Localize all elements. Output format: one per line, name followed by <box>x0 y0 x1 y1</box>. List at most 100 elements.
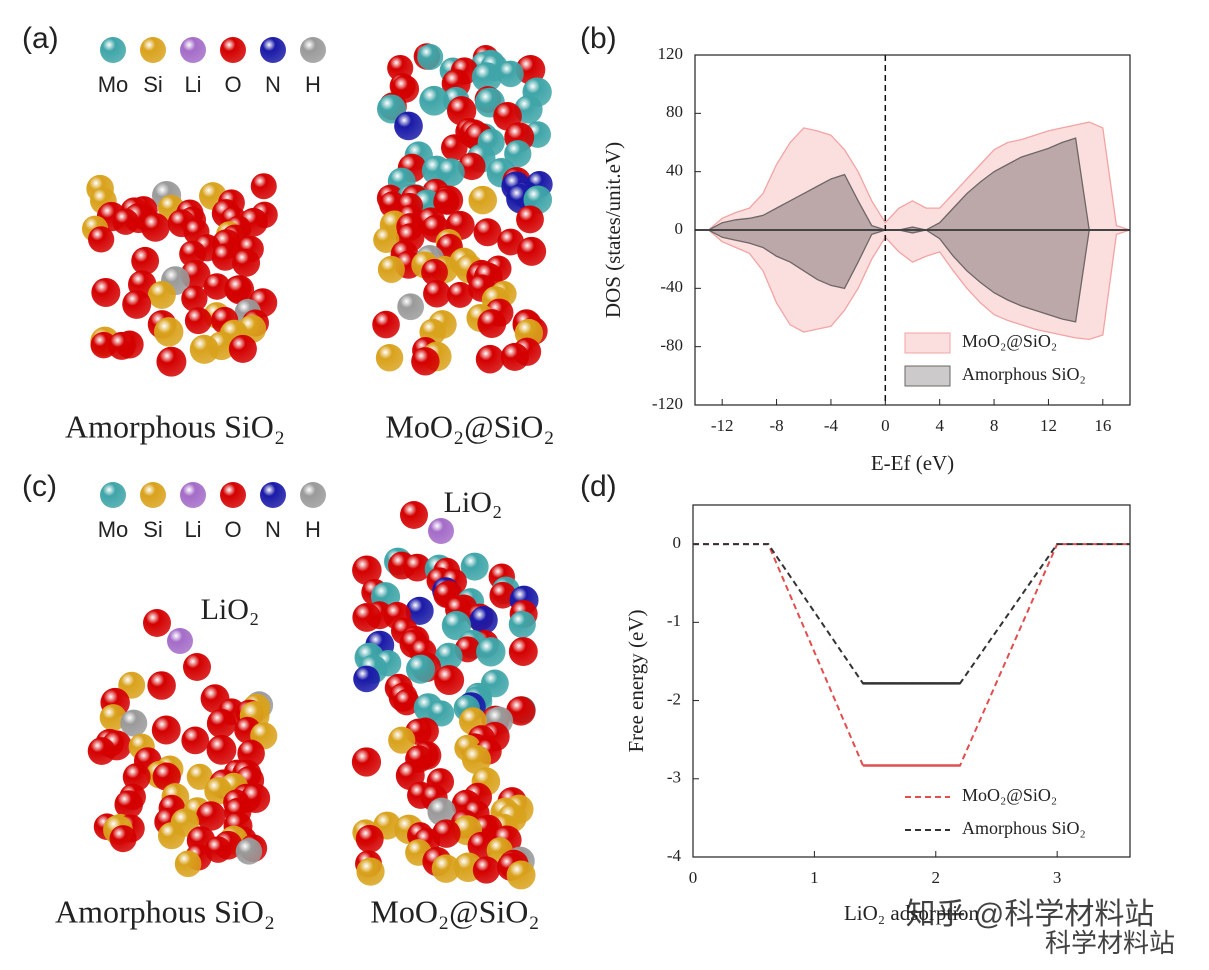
atom <box>373 226 400 253</box>
plot-frame <box>694 54 1131 406</box>
atom-legend-icon <box>140 37 166 63</box>
atom <box>419 85 449 116</box>
atom-legend-icon <box>260 482 286 508</box>
atom <box>506 696 536 726</box>
atom <box>428 518 454 544</box>
atom-legend-label: Li <box>184 517 201 542</box>
atom <box>131 246 160 275</box>
atom <box>203 273 231 300</box>
atom-legend-label: Mo <box>98 72 129 97</box>
atom <box>151 715 181 745</box>
atom <box>206 708 237 739</box>
atom <box>375 344 404 372</box>
x-tick-label: 8 <box>990 416 999 435</box>
atom <box>143 609 171 637</box>
energy-line <box>693 543 1130 685</box>
legend-label: MoO₂@SiO₂ <box>962 331 1057 351</box>
x-tick-label: 4 <box>935 416 944 435</box>
structure-label: Amorphous SiO₂ <box>65 408 285 444</box>
atom <box>156 346 187 377</box>
atom-legend-icon <box>140 482 166 508</box>
x-axis-label: LiO₂ adsorption <box>844 901 980 925</box>
atom <box>109 825 137 853</box>
atom <box>228 334 257 363</box>
panel-label: (c) <box>22 470 57 503</box>
x-tick-label: -8 <box>769 416 783 435</box>
atom <box>508 637 538 667</box>
atom <box>440 134 468 161</box>
atom-legend-label: Mo <box>98 517 129 542</box>
dos-area <box>695 229 1131 341</box>
atom-legend-label: N <box>265 72 281 97</box>
atom <box>181 285 208 312</box>
atom-legend-icon <box>300 37 326 63</box>
structure-label: MoO₂@SiO₂ <box>370 893 539 929</box>
atom-legend-icon <box>180 482 206 508</box>
atom <box>372 310 400 339</box>
atom-legend-label: O <box>224 517 241 542</box>
y-axis-label: Free energy (eV) <box>624 609 648 752</box>
atom <box>489 581 517 609</box>
x-tick-label: 0 <box>881 416 890 435</box>
atom <box>508 610 536 638</box>
y-tick-label: -120 <box>652 394 683 413</box>
atom <box>506 860 536 890</box>
atom <box>406 654 436 684</box>
panel-label: (d) <box>580 470 617 503</box>
watermark: 知乎 @科学材料站 <box>906 898 1155 931</box>
y-tick-label: -1 <box>667 611 681 630</box>
atom <box>428 700 455 727</box>
atom <box>184 307 212 335</box>
atom-legend-label: Li <box>184 72 201 97</box>
atom <box>475 344 505 374</box>
atom <box>473 218 502 247</box>
atom <box>446 281 474 308</box>
atom <box>477 309 507 338</box>
y-tick-label: -40 <box>660 277 683 296</box>
atom <box>147 281 176 309</box>
atom <box>153 317 184 347</box>
atom <box>174 850 202 878</box>
atom <box>397 293 425 321</box>
atom-legend-icon <box>260 37 286 63</box>
atom <box>476 637 506 667</box>
atom <box>112 208 139 235</box>
atom <box>186 763 213 790</box>
atom <box>471 62 502 93</box>
structure-label: MoO₂@SiO₂ <box>385 408 554 444</box>
x-axis-label: E-Ef (eV) <box>871 451 954 475</box>
energy-line <box>693 543 1130 767</box>
y-tick-label: -2 <box>667 689 681 708</box>
atom <box>352 555 382 586</box>
atom <box>91 277 121 307</box>
atom <box>377 255 405 283</box>
legend-label: MoO₂@SiO₂ <box>962 785 1057 805</box>
x-tick-label: 2 <box>932 868 941 887</box>
atom-legend-label: O <box>224 72 241 97</box>
atom <box>504 140 532 168</box>
y-axis-label: DOS (states/unit.eV) <box>601 142 625 318</box>
legend-swatch <box>904 365 951 387</box>
atom <box>468 185 498 215</box>
atom <box>351 747 382 777</box>
x-tick-label: -4 <box>824 416 839 435</box>
atom <box>436 158 465 187</box>
atom <box>235 838 263 865</box>
atom-legend-label: Si <box>143 517 163 542</box>
x-tick-label: 12 <box>1040 416 1057 435</box>
y-tick-label: -4 <box>667 846 682 865</box>
atom <box>403 553 432 582</box>
atom-legend-icon <box>220 482 246 508</box>
watermark: 科学材料站 <box>1045 928 1175 958</box>
atom-legend-label: N <box>265 517 281 542</box>
atom <box>421 258 448 286</box>
atom <box>400 501 428 529</box>
y-tick-label: 80 <box>666 102 683 121</box>
atom <box>469 606 498 635</box>
atom <box>114 790 144 819</box>
atom <box>206 734 237 765</box>
atom <box>405 596 434 625</box>
y-tick-label: 120 <box>658 44 684 63</box>
x-tick-label: 1 <box>810 868 819 887</box>
